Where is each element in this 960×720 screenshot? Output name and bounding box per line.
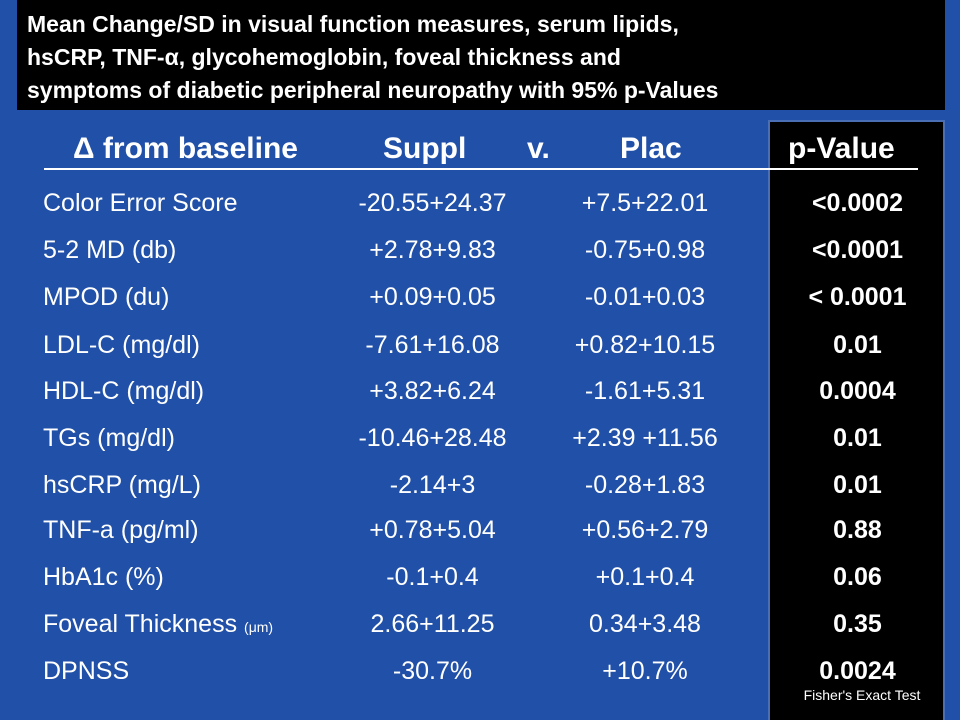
row-plac-value: +0.82+10.15 [574, 331, 716, 359]
row-plac-value: -0.01+0.03 [584, 283, 706, 311]
header-delta: Δ from baseline [73, 132, 298, 165]
row-label: hsCRP (mg/L) [43, 471, 201, 499]
row-label: Color Error Score [43, 189, 238, 217]
table-header: Δ from baseline Suppl v. Plac p-Value [40, 128, 930, 172]
row-p-value: <0.0001 [811, 236, 904, 264]
row-p-value: 0.88 [833, 516, 882, 544]
row-label: TGs (mg/dl) [43, 424, 175, 452]
row-label: DPNSS [43, 657, 130, 685]
table-row: HDL-C (mg/dl) +3.82+6.24 -1.61+5.31 0.0004 [0, 371, 960, 411]
row-label: 5-2 MD (db) [43, 236, 177, 264]
row-label-unit: (μm) [244, 619, 274, 635]
row-suppl-value: -7.61+16.08 [365, 331, 500, 359]
table-row: Color Error Score -20.55+24.37 +7.5+22.01 <… [0, 183, 960, 223]
table-row: Foveal Thickness (μm) 2.66+11.25 0.34+3.48… [0, 604, 960, 644]
row-suppl-value: +0.78+5.04 [369, 516, 496, 544]
row-p-value: <0.0002 [811, 189, 904, 217]
table-row: hsCRP (mg/L) -2.14+3 -0.28+1.83 0.01 [0, 465, 960, 505]
row-label: Foveal Thickness (μm) [43, 610, 274, 638]
row-p-value: 0.35 [833, 610, 882, 638]
row-suppl-value: 2.66+11.25 [370, 610, 495, 638]
table-row: HbA1c (%) -0.1+0.4 +0.1+0.4 0.06 [0, 557, 960, 597]
header-suppl: Suppl [383, 132, 467, 165]
footnote: Fisher's Exact Test [803, 687, 921, 703]
row-plac-value: -0.28+1.83 [584, 471, 706, 499]
row-plac-value: +2.39 +11.56 [572, 424, 718, 452]
header-pvalue: p-Value [788, 132, 895, 165]
row-suppl-value: -2.14+3 [389, 471, 476, 499]
table-row: TGs (mg/dl) -10.46+28.48 +2.39 +11.56 0.01 [0, 418, 960, 458]
row-label: HDL-C (mg/dl) [43, 377, 205, 405]
row-p-value: 0.0024 [819, 657, 896, 685]
row-suppl-value: -30.7% [392, 657, 473, 685]
row-plac-value: +0.1+0.4 [595, 563, 695, 591]
row-suppl-value: -20.55+24.37 [358, 189, 507, 217]
row-p-value: 0.01 [833, 331, 882, 359]
row-suppl-value: +2.78+9.83 [369, 236, 496, 264]
row-suppl-value: +3.82+6.24 [369, 377, 496, 405]
row-suppl-value: -10.46+28.48 [358, 424, 507, 452]
title-box: Mean Change/SD in visual function measur… [17, 0, 945, 110]
table-row: 5-2 MD (db) +2.78+9.83 -0.75+0.98 <0.0001 [0, 230, 960, 270]
row-plac-value: -0.75+0.98 [584, 236, 706, 264]
row-p-value: 0.06 [833, 563, 882, 591]
header-vs: v. [527, 132, 550, 165]
header-plac: Plac [620, 132, 682, 165]
row-suppl-value: -0.1+0.4 [386, 563, 479, 591]
table-row: TNF-a (pg/ml) +0.78+5.04 +0.56+2.79 0.88 [0, 510, 960, 550]
table-row: MPOD (du) +0.09+0.05 -0.01+0.03 < 0.0001 [0, 277, 960, 317]
p-value-panel [768, 120, 945, 720]
row-p-value: 0.0004 [819, 377, 896, 405]
row-plac-value: +0.56+2.79 [581, 516, 709, 544]
title-line-2: hsCRP, TNF-α, glycohemoglobin, foveal th… [27, 44, 621, 70]
row-plac-value: -1.61+5.31 [584, 377, 706, 405]
header-underline [44, 168, 918, 170]
row-p-value: < 0.0001 [808, 283, 907, 311]
table-row: LDL-C (mg/dl) -7.61+16.08 +0.82+10.15 0.01 [0, 325, 960, 365]
row-plac-value: 0.34+3.48 [589, 610, 701, 638]
row-p-value: 0.01 [833, 424, 882, 452]
row-suppl-value: +0.09+0.05 [369, 283, 496, 311]
title-line-3: symptoms of diabetic peripheral neuropat… [27, 77, 719, 103]
row-label: HbA1c (%) [43, 563, 164, 591]
row-p-value: 0.01 [833, 471, 882, 499]
row-label: LDL-C (mg/dl) [43, 331, 200, 359]
title-line-1: Mean Change/SD in visual function measur… [27, 11, 679, 37]
table-row: DPNSS -30.7% +10.7% 0.0024 [0, 651, 960, 691]
row-label: TNF-a (pg/ml) [43, 516, 199, 544]
row-label: MPOD (du) [43, 283, 170, 311]
row-plac-value: +10.7% [602, 657, 688, 685]
row-plac-value: +7.5+22.01 [581, 189, 709, 217]
